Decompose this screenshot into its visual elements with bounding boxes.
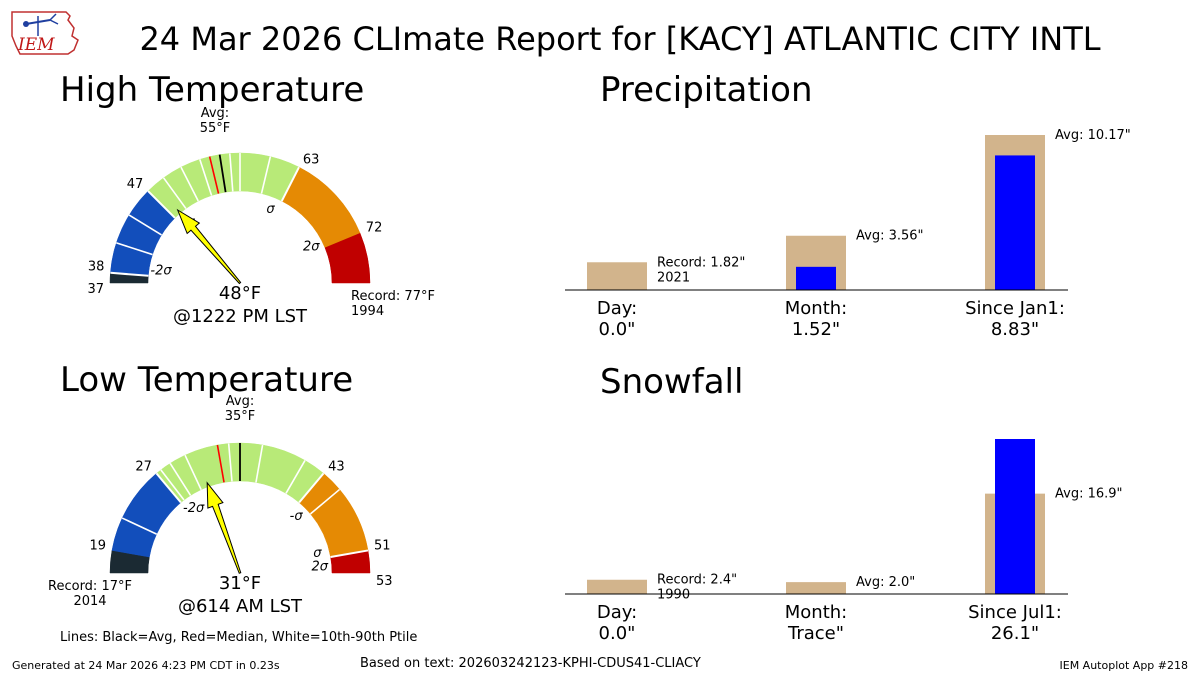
gauge-median-line-1	[216, 444, 225, 483]
gauge-ptile-line-0-3	[180, 166, 199, 202]
bar-avg-0-0	[587, 262, 647, 290]
gauge-title-0: High Temperature	[60, 70, 364, 110]
gauge-median-line-0	[208, 156, 220, 194]
bar-title-0: Precipitation	[600, 70, 813, 110]
gauge-sigma-label-0-2: σ	[266, 202, 275, 217]
bar-annotation-1-1: Avg: 2.0"	[856, 575, 915, 590]
gauge-ptile-line-1-2	[169, 462, 192, 496]
gauge-tick-label-0-1: 38	[88, 259, 105, 274]
gauge-ptile-line-0-7	[260, 156, 272, 194]
gauge-sigma-label-1-1: -σ	[290, 509, 304, 524]
gauge-time-label-1: @614 AM LST	[178, 596, 303, 617]
bar-category-label-1-0: Day: 0.0"	[597, 602, 637, 644]
bar-category-label-0-0: Day: 0.0"	[597, 298, 637, 340]
bar-title-1: Snowfall	[600, 362, 743, 402]
gauge-band-0-4	[324, 232, 371, 284]
gauge-band-edge-0-0	[110, 271, 149, 277]
gauge-tick-label-1-2: 43	[328, 459, 345, 474]
gauge-avg-line-0	[218, 154, 227, 193]
gauge-avg-label-1: Avg: 35°F	[225, 394, 256, 424]
gauge-value-label-1: 31°F	[219, 573, 261, 594]
page-title: 24 Mar 2026 CLImate Report for [KACY] AT…	[139, 20, 1101, 58]
generated-note: Generated at 24 Mar 2026 4:23 PM CDT in …	[12, 659, 280, 672]
bar-avg-1-0	[587, 579, 647, 594]
gauge-needle-1	[206, 481, 242, 574]
gauge-band-0-2	[147, 152, 300, 219]
gauge-ptile-line-1-7	[309, 488, 341, 515]
gauge-tick-label-0-0: 37	[87, 282, 104, 297]
gauge-legend-note: Lines: Black=Avg, Red=Median, White=10th…	[60, 630, 417, 645]
gauge-tick-label-1-0: 19	[89, 539, 106, 554]
bar-category-label-1-2: Since Jul1: 26.1"	[968, 602, 1062, 644]
gauge-sigma-label-1-2: σ	[313, 546, 322, 561]
source-note: Based on text: 202603242123-KPHI-CDUS41-…	[360, 656, 701, 671]
gauge-time-label-0: @1222 PM LST	[173, 306, 308, 327]
bar-category-label-0-2: Since Jan1: 8.83"	[965, 298, 1065, 340]
iem-logo: IEM	[8, 6, 84, 60]
gauge-ptile-line-1-5	[255, 444, 264, 483]
bar-annotation-0-1: Avg: 3.56"	[856, 229, 924, 244]
bar-avg-1-1	[786, 582, 846, 594]
bar-obs-0-1	[796, 266, 836, 290]
gauge-band-edge-1-0	[155, 472, 182, 504]
gauge-band-edge-0-2	[280, 166, 300, 202]
gauge-ptile-line-0-0	[116, 242, 153, 256]
gauge-band-edge-1-2	[330, 549, 369, 559]
bar-obs-1-2	[995, 439, 1035, 594]
gauge-record-label-1: Record: 17°F 2014	[48, 579, 132, 609]
gauge-tick-label-0-2: 47	[127, 177, 144, 192]
logo-text: IEM	[17, 35, 55, 55]
gauge-sigma-label-0-3: 2σ	[303, 240, 320, 255]
gauge-tick-label-1-3: 51	[374, 539, 391, 554]
gauge-ptile-line-0-2	[162, 177, 187, 210]
bar-obs-0-2	[995, 155, 1035, 290]
bar-annotation-1-0: Record: 2.4" 1990	[657, 573, 737, 603]
gauge-ptile-line-0-5	[229, 153, 234, 192]
gauge-ptile-line-1-0	[121, 517, 157, 535]
bar-category-label-1-1: Month: Trace"	[785, 602, 847, 644]
gauge-ptile-line-0-1	[128, 214, 162, 236]
gauge-sigma-label-0-0: -2σ	[150, 263, 172, 278]
gauge-avg-label-0: Avg: 55°F	[200, 106, 231, 136]
gauge-tick-label-0-3: 63	[303, 153, 320, 168]
gauge-band-edge-1-1	[298, 472, 325, 504]
gauge-needle-0	[176, 208, 242, 285]
bar-annotation-1-2: Avg: 16.9"	[1055, 487, 1123, 502]
gauge-ptile-line-1-4	[227, 443, 233, 482]
gauge-tick-label-1-1: 27	[135, 459, 152, 474]
bar-annotation-0-2: Avg: 10.17"	[1055, 128, 1131, 143]
gauge-record-label-0: Record: 77°F 1994	[351, 289, 435, 319]
bar-annotation-0-0: Record: 1.82" 2021	[657, 255, 745, 285]
gauge-value-label-0: 48°F	[219, 283, 261, 304]
gauge-tick-label-1-4: 53	[376, 574, 393, 589]
gauge-title-1: Low Temperature	[60, 360, 353, 400]
gauge-ptile-line-1-1	[160, 469, 185, 501]
gauge-ptile-line-0-4	[199, 159, 213, 196]
gauge-ptile-line-1-6	[285, 460, 306, 494]
gauge-sigma-label-1-3: 2σ	[311, 560, 328, 575]
gauge-band-edge-0-1	[147, 190, 176, 219]
app-note: IEM Autoplot App #218	[1059, 659, 1189, 672]
gauge-sigma-label-1-0: -2σ	[183, 501, 205, 516]
bar-category-label-0-1: Month: 1.52"	[785, 298, 847, 340]
gauge-tick-label-0-4: 72	[366, 221, 383, 236]
gauge-ptile-line-1-3	[184, 454, 202, 490]
